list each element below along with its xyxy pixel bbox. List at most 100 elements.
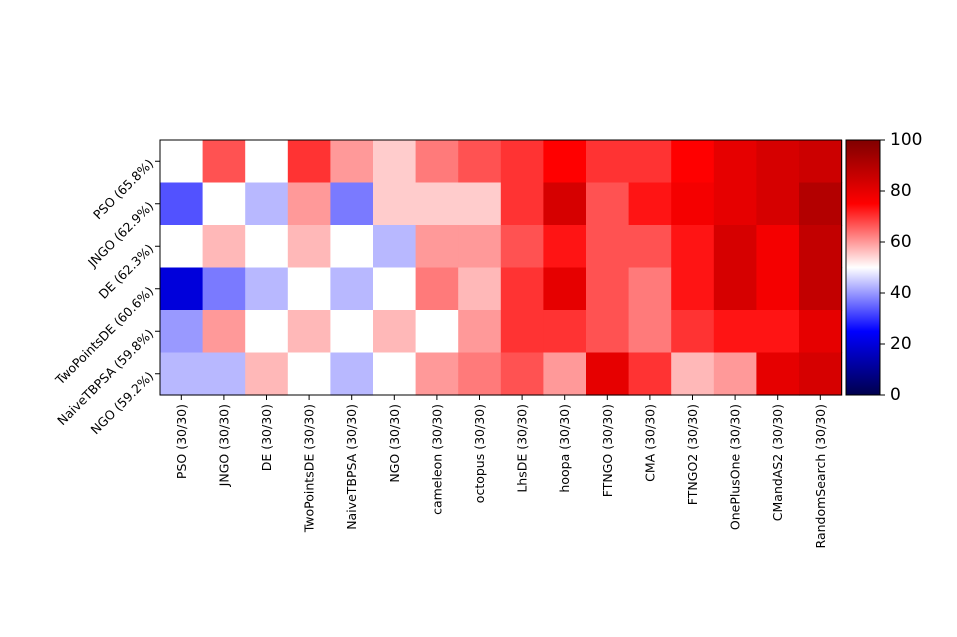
heatmap-cell-r0-c15	[799, 140, 843, 184]
heatmap-cell-r4-c9	[543, 310, 587, 354]
colorbar-tick-label: 0	[890, 385, 901, 405]
heatmap-cell-r0-c4	[330, 140, 374, 184]
heatmap-cell-r5-c10	[586, 352, 630, 396]
heatmap-cell-r5-c14	[756, 352, 800, 396]
heatmap-cell-r5-c0	[160, 352, 204, 396]
column-tick-label: LhsDE (30/30)	[515, 404, 530, 493]
heatmap-cell-r3-c2	[245, 267, 289, 311]
heatmap-cell-r0-c10	[586, 140, 630, 184]
heatmap-cell-r1-c3	[287, 182, 331, 226]
colorbar-tick-label: 60	[890, 232, 912, 252]
heatmap-cell-r3-c13	[713, 267, 757, 311]
heatmap-cell-r2-c11	[628, 225, 672, 269]
heatmap-cell-r4-c6	[415, 310, 459, 354]
column-tick-label: OnePlusOne (30/30)	[728, 404, 743, 530]
heatmap-cell-r4-c14	[756, 310, 800, 354]
heatmap-cell-r2-c1	[202, 225, 246, 269]
heatmap-cell-r4-c3	[287, 310, 331, 354]
column-tick-labels: PSO (30/30) JNGO (30/30) DE (30/30) TwoPoin…	[174, 395, 828, 548]
heatmap-cell-r1-c13	[713, 182, 757, 226]
heatmap-cell-r5-c8	[500, 352, 544, 396]
heatmap-cell-r1-c8	[500, 182, 544, 226]
heatmap-cell-r0-c3	[287, 140, 331, 184]
heatmap-cell-r3-c7	[458, 267, 502, 311]
heatmap-cell-r2-c12	[671, 225, 715, 269]
column-tick-label: cameleon (30/30)	[429, 404, 444, 515]
column-tick-label: NGO (30/30)	[387, 404, 402, 483]
heatmap-cell-r1-c10	[586, 182, 630, 226]
colorbar-tick-label: 100	[890, 130, 922, 150]
column-tick-label: octopus (30/30)	[472, 404, 487, 503]
heatmap-cell-r5-c9	[543, 352, 587, 396]
heatmap-cell-r3-c15	[799, 267, 843, 311]
heatmap-cell-r4-c2	[245, 310, 289, 354]
heatmap-cell-r5-c13	[713, 352, 757, 396]
heatmap-cell-r0-c8	[500, 140, 544, 184]
heatmap-cell-r4-c0	[160, 310, 204, 354]
row-tick-labels: PSO (65.8%)JNGO (62.9%)DE (62.3%)TwoPoin…	[52, 156, 160, 437]
heatmap-cell-r2-c8	[500, 225, 544, 269]
heatmap-cell-r3-c10	[586, 267, 630, 311]
heatmap-cell-r1-c14	[756, 182, 800, 226]
heatmap-cell-r1-c2	[245, 182, 289, 226]
column-tick-label: TwoPointsDE (30/30)	[302, 404, 317, 533]
heatmap-cell-r3-c6	[415, 267, 459, 311]
heatmap-cell-r5-c4	[330, 352, 374, 396]
column-tick-label: JNGO (30/30)	[216, 404, 231, 487]
heatmap-cell-r0-c11	[628, 140, 672, 184]
heatmap-cell-r0-c13	[713, 140, 757, 184]
heatmap-cell-r5-c5	[373, 352, 417, 396]
heatmap-cell-r2-c2	[245, 225, 289, 269]
heatmap-cell-r3-c9	[543, 267, 587, 311]
colorbar-tick-label: 40	[890, 283, 912, 303]
heatmap-cell-r3-c1	[202, 267, 246, 311]
colorbar-tick-label: 20	[890, 334, 912, 354]
heatmap-cell-r1-c6	[415, 182, 459, 226]
heatmap-cell-r3-c14	[756, 267, 800, 311]
heatmap-cell-r4-c7	[458, 310, 502, 354]
column-tick-label: FTNGO (30/30)	[600, 404, 615, 497]
heatmap-cell-r2-c3	[287, 225, 331, 269]
heatmap-cell-r1-c1	[202, 182, 246, 226]
heatmap-cell-r5-c2	[245, 352, 289, 396]
heatmap-cell-r1-c7	[458, 182, 502, 226]
heatmap-cell-r0-c7	[458, 140, 502, 184]
heatmap-cell-r2-c0	[160, 225, 204, 269]
heatmap-cell-r2-c6	[415, 225, 459, 269]
heatmap-cell-r5-c11	[628, 352, 672, 396]
heatmap-cell-r4-c4	[330, 310, 374, 354]
heatmap-frame	[159, 139, 843, 396]
heatmap-cell-r3-c4	[330, 267, 374, 311]
heatmap-cell-r2-c14	[756, 225, 800, 269]
heatmap-cell-r2-c5	[373, 225, 417, 269]
heatmap-cell-r2-c15	[799, 225, 843, 269]
heatmap-cell-r4-c11	[628, 310, 672, 354]
heatmap-cell-r2-c10	[586, 225, 630, 269]
heatmap-cell-r0-c2	[245, 140, 289, 184]
column-tick-label: hoopa (30/30)	[557, 404, 572, 493]
column-tick-label: DE (30/30)	[259, 404, 274, 471]
heatmap-cell-r5-c12	[671, 352, 715, 396]
heatmap-cell-r1-c15	[799, 182, 843, 226]
heatmap-cell-r4-c15	[799, 310, 843, 354]
heatmap-cell-r4-c5	[373, 310, 417, 354]
heatmap-cell-r1-c5	[373, 182, 417, 226]
heatmap-cell-r0-c9	[543, 140, 587, 184]
heatmap-cell-r2-c7	[458, 225, 502, 269]
heatmap-cell-r5-c3	[287, 352, 331, 396]
column-tick-label: PSO (30/30)	[174, 404, 189, 479]
column-tick-label: CMandAS2 (30/30)	[770, 404, 785, 521]
heatmap-cell-r0-c1	[202, 140, 246, 184]
heatmap-cell-r0-c0	[160, 140, 204, 184]
heatmap-cell-r4-c8	[500, 310, 544, 354]
heatmap-cell-r1-c0	[160, 182, 204, 226]
column-tick-label: FTNGO2 (30/30)	[685, 404, 700, 505]
colorbar-tick-label: 80	[890, 181, 912, 201]
heatmap-cell-r4-c1	[202, 310, 246, 354]
heatmap-cell-r0-c12	[671, 140, 715, 184]
heatmap-cell-r0-c6	[415, 140, 459, 184]
heatmap-cell-r4-c13	[713, 310, 757, 354]
heatmap-cell-r0-c5	[373, 140, 417, 184]
heatmap-cell-r3-c3	[287, 267, 331, 311]
